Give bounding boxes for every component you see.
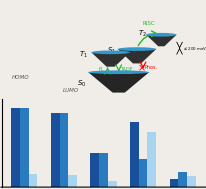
Bar xyxy=(59,113,68,187)
Bar xyxy=(90,153,99,187)
Bar xyxy=(129,122,138,187)
Ellipse shape xyxy=(117,47,156,51)
Text: $S_1$: $S_1$ xyxy=(106,46,115,57)
Polygon shape xyxy=(145,35,176,46)
Bar xyxy=(11,108,20,187)
Bar xyxy=(177,172,186,187)
Ellipse shape xyxy=(91,50,129,54)
Bar xyxy=(29,174,37,187)
Polygon shape xyxy=(91,52,129,67)
Text: RISC: RISC xyxy=(142,21,155,26)
Bar xyxy=(147,132,155,187)
Text: TADF: TADF xyxy=(119,67,132,72)
Text: $T_2$: $T_2$ xyxy=(138,29,146,39)
Ellipse shape xyxy=(145,33,176,37)
Polygon shape xyxy=(117,49,156,64)
Bar xyxy=(68,175,77,187)
Text: $T_1$: $T_1$ xyxy=(79,50,88,60)
Text: $\times$: $\times$ xyxy=(136,63,145,73)
Text: HOMO: HOMO xyxy=(12,75,29,80)
Bar xyxy=(99,153,107,187)
Text: Phos.: Phos. xyxy=(144,65,157,70)
Text: $S_0$: $S_0$ xyxy=(77,79,86,89)
Bar xyxy=(186,176,195,187)
Bar xyxy=(20,108,29,187)
Text: Fl.: Fl. xyxy=(98,67,104,72)
Bar xyxy=(51,113,59,187)
Text: $\leq$200 meV: $\leq$200 meV xyxy=(182,45,206,52)
Bar xyxy=(138,159,147,187)
Polygon shape xyxy=(88,72,148,93)
Bar xyxy=(107,181,116,187)
Ellipse shape xyxy=(88,70,148,74)
Text: LUMO: LUMO xyxy=(63,88,79,93)
Bar xyxy=(169,179,177,187)
